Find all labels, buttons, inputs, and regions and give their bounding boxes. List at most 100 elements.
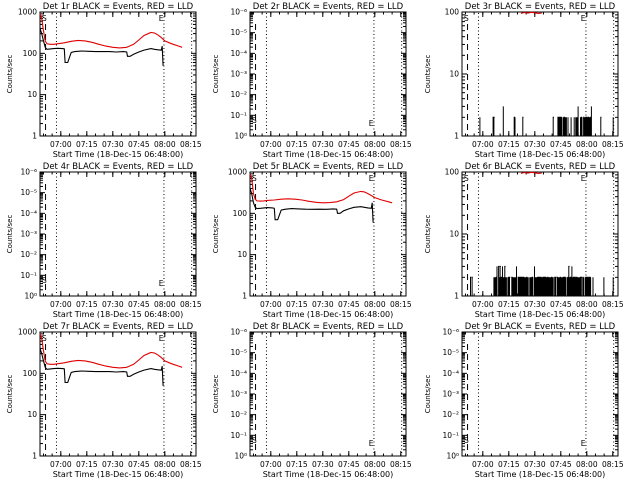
y-axis-label: Counts/sec bbox=[424, 55, 432, 94]
chart-panel-4: Det 4r BLACK = Events, RED = LLD 10⁰ 10⁻¹ 1… bbox=[6, 162, 202, 319]
x-tick-label: 07:30 bbox=[524, 460, 546, 469]
x-tick-label: 07:30 bbox=[312, 300, 334, 309]
chart-panel-1: Det 1r BLACK = Events, RED = LLD 1 10 100 10… bbox=[6, 2, 202, 159]
y-tick-label: 10⁻⁴ bbox=[20, 209, 37, 218]
y-tick-label: 100 bbox=[23, 49, 38, 58]
start-marker-label: S bbox=[252, 174, 257, 183]
start-marker-label: S bbox=[42, 14, 47, 23]
chart-panel-9: Det 9r BLACK = Events, RED = LLD 10⁰ 10⁻¹ 1… bbox=[424, 322, 624, 479]
y-tick-label: 10⁻⁵ bbox=[442, 348, 459, 357]
x-tick-label: 07:30 bbox=[312, 140, 334, 149]
x-tick-label: 07:30 bbox=[102, 140, 124, 149]
x-tick-label: 08:15 bbox=[390, 300, 412, 309]
y-tick-label: 1000 bbox=[18, 8, 37, 17]
y-tick-label: 10⁰ bbox=[234, 132, 247, 141]
chart-title: Det 5r BLACK = Events, RED = LLD bbox=[253, 162, 404, 172]
x-tick-label: 07:00 bbox=[472, 140, 494, 149]
y-tick-label: 10 bbox=[27, 410, 37, 419]
y-tick-label: 10⁰ bbox=[24, 292, 37, 301]
y-tick-label: 10⁻⁴ bbox=[230, 369, 247, 378]
series-lld-line bbox=[520, 171, 542, 174]
end-marker-label: E bbox=[369, 439, 374, 448]
end-marker-label: E bbox=[581, 439, 586, 448]
series-events-line bbox=[39, 348, 164, 386]
y-tick-label: 10⁻¹ bbox=[230, 111, 247, 120]
chart-panel-7: Det 7r BLACK = Events, RED = LLD 1 10 100 10… bbox=[6, 322, 202, 479]
x-axis-title: Start Time (18-Dec-15 06:48:00) bbox=[475, 150, 606, 159]
y-tick-label: 10⁰ bbox=[234, 452, 247, 461]
y-axis-label: Counts/sec bbox=[424, 215, 432, 254]
y-tick-label: 10 bbox=[449, 70, 459, 79]
y-axis-label: Counts/sec bbox=[424, 375, 432, 414]
y-tick-label: 10⁻³ bbox=[230, 70, 247, 79]
plot-frame bbox=[39, 171, 197, 297]
y-tick-label: 100 bbox=[445, 168, 460, 177]
plot-frame bbox=[39, 11, 197, 137]
x-tick-label: 08:00 bbox=[154, 460, 176, 469]
y-axis-label: Counts/sec bbox=[212, 55, 220, 94]
x-tick-label: 08:15 bbox=[390, 460, 412, 469]
x-tick-label: 07:00 bbox=[260, 140, 282, 149]
x-tick-label: 07:30 bbox=[312, 460, 334, 469]
x-tick-label: 08:00 bbox=[576, 460, 598, 469]
x-tick-label: 07:45 bbox=[550, 460, 572, 469]
x-tick-label: 07:15 bbox=[498, 140, 520, 149]
x-tick-label: 07:45 bbox=[338, 140, 360, 149]
end-marker-label: E bbox=[581, 174, 586, 183]
y-tick-label: 10⁻³ bbox=[442, 390, 459, 399]
x-axis-title: Start Time (18-Dec-15 06:48:00) bbox=[263, 470, 394, 479]
chart-panel-3: Det 3r BLACK = Events, RED = LLD 1 10 100 Co… bbox=[424, 2, 624, 159]
end-marker-label: E bbox=[581, 14, 586, 23]
x-axis-title: Start Time (18-Dec-15 06:48:00) bbox=[53, 470, 184, 479]
x-tick-label: 08:15 bbox=[602, 460, 624, 469]
y-tick-label: 10⁰ bbox=[446, 452, 459, 461]
y-axis-label: Counts/sec bbox=[6, 215, 14, 254]
y-axis-label: Counts/sec bbox=[6, 375, 14, 414]
x-tick-label: 07:45 bbox=[128, 460, 150, 469]
y-tick-label: 1 bbox=[32, 132, 37, 141]
x-tick-label: 08:15 bbox=[390, 140, 412, 149]
y-tick-label: 1 bbox=[32, 452, 37, 461]
end-marker-label: E bbox=[159, 334, 164, 343]
x-tick-label: 08:00 bbox=[154, 140, 176, 149]
series-lld-line bbox=[39, 333, 183, 369]
plot-frame bbox=[249, 331, 407, 457]
start-marker-label: S bbox=[252, 436, 257, 445]
chart-title: Det 6r BLACK = Events, RED = LLD bbox=[465, 162, 616, 172]
x-tick-label: 08:00 bbox=[576, 300, 598, 309]
x-tick-label: 07:15 bbox=[286, 460, 308, 469]
x-tick-label: 07:00 bbox=[472, 460, 494, 469]
x-axis-title: Start Time (18-Dec-15 06:48:00) bbox=[263, 150, 394, 159]
y-tick-label: 10 bbox=[27, 90, 37, 99]
y-tick-label: 1000 bbox=[18, 328, 37, 337]
x-tick-label: 07:00 bbox=[50, 140, 72, 149]
x-tick-label: 07:45 bbox=[338, 300, 360, 309]
x-tick-label: 07:00 bbox=[50, 460, 72, 469]
x-tick-label: 08:15 bbox=[180, 300, 202, 309]
series-events-noise bbox=[470, 265, 614, 296]
y-tick-label: 10⁻⁶ bbox=[230, 328, 247, 337]
chart-title: Det 7r BLACK = Events, RED = LLD bbox=[43, 322, 194, 332]
end-marker-label: E bbox=[159, 279, 164, 288]
y-tick-label: 1 bbox=[454, 132, 459, 141]
start-marker-label: S bbox=[42, 334, 47, 343]
y-tick-label: 10 bbox=[449, 230, 459, 239]
end-marker-label: E bbox=[159, 14, 164, 23]
x-tick-label: 07:15 bbox=[498, 460, 520, 469]
y-tick-label: 10⁻² bbox=[230, 410, 247, 419]
x-tick-label: 07:45 bbox=[128, 140, 150, 149]
y-tick-label: 10⁻⁴ bbox=[442, 369, 459, 378]
y-tick-label: 10⁻² bbox=[20, 250, 37, 259]
x-tick-label: 07:30 bbox=[524, 140, 546, 149]
start-marker-label: S bbox=[252, 116, 257, 125]
series-lld-line bbox=[39, 13, 183, 49]
x-tick-label: 08:15 bbox=[602, 140, 624, 149]
start-marker-label: S bbox=[464, 436, 469, 445]
x-tick-label: 07:00 bbox=[472, 300, 494, 309]
chart-panel-6: Det 6r BLACK = Events, RED = LLD 1 10 100 Co… bbox=[424, 162, 624, 319]
plot-frame bbox=[461, 11, 619, 137]
x-axis-title: Start Time (18-Dec-15 06:48:00) bbox=[475, 310, 606, 319]
chart-panel-8: Det 8r BLACK = Events, RED = LLD 10⁰ 10⁻¹ 1… bbox=[212, 322, 412, 479]
start-marker-label: S bbox=[464, 14, 469, 23]
y-tick-label: 10⁻⁶ bbox=[230, 8, 247, 17]
